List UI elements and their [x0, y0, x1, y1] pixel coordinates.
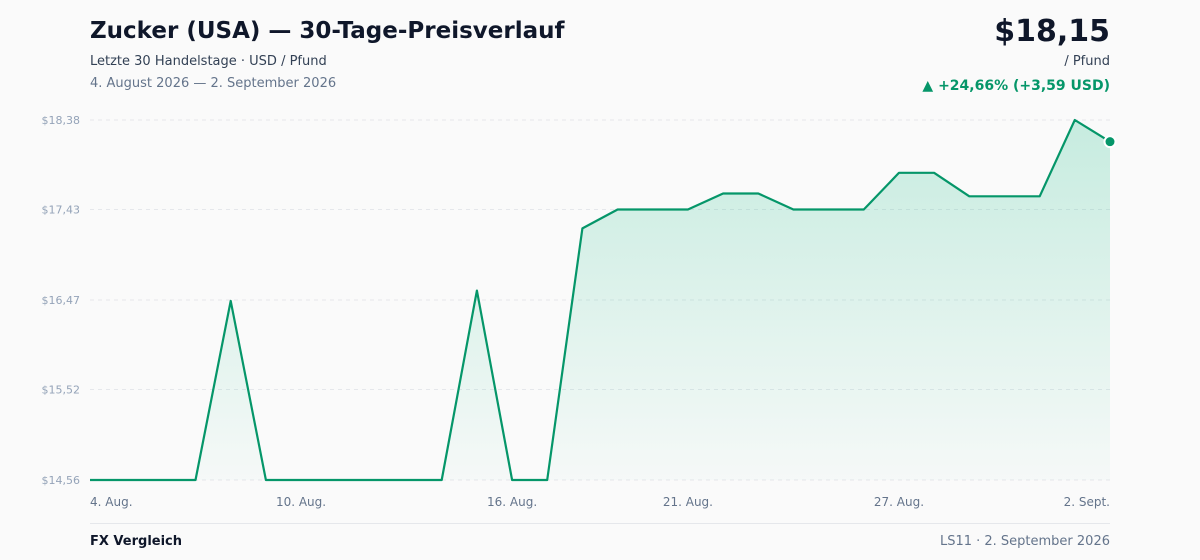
data-point [157, 477, 163, 483]
price-series [87, 117, 1117, 483]
data-point [579, 225, 585, 231]
price-change-badge: ▲ +24,66% (+3,59 USD) [922, 78, 1110, 94]
data-point [931, 170, 937, 176]
x-axis-ticks: 4. Aug. 10. Aug. 16. Aug. 21. Aug. 27. Aug. 2… [90, 495, 1110, 509]
x-tick-label: 21. Aug. [663, 495, 713, 509]
data-point [1001, 193, 1007, 199]
price-unit: / Pfund [1064, 54, 1110, 69]
data-point [650, 207, 656, 213]
data-point [720, 191, 726, 197]
footer-source: LS11 · 2. September 2026 [939, 534, 1110, 549]
x-tick-label: 10. Aug. [276, 495, 326, 509]
data-point [685, 207, 691, 213]
data-point [228, 298, 234, 304]
x-tick-label: 4. Aug. [90, 495, 133, 509]
data-point [1037, 193, 1043, 199]
date-range: 4. August 2026 — 2. September 2026 [90, 76, 337, 91]
last-price-marker [1103, 135, 1117, 149]
data-point [87, 477, 93, 483]
data-point [790, 207, 796, 213]
y-tick-label: $14,56 [42, 474, 81, 487]
x-tick-label: 16. Aug. [487, 495, 537, 509]
y-tick-label: $18,38 [42, 114, 81, 127]
data-point [263, 477, 269, 483]
y-tick-label: $17,43 [42, 204, 81, 217]
x-tick-label: 2. Sept. [1064, 495, 1110, 509]
data-point [193, 477, 199, 483]
data-point [404, 477, 410, 483]
price-line [90, 118, 1111, 482]
x-tick-label: 27. Aug. [874, 495, 924, 509]
current-price: $18,15 [994, 14, 1110, 49]
data-point [826, 207, 832, 213]
data-point [474, 288, 480, 294]
data-point [439, 477, 445, 483]
data-point [755, 191, 761, 197]
data-point [544, 477, 550, 483]
data-point [333, 477, 339, 483]
data-point [368, 477, 374, 483]
footer-divider [90, 523, 1110, 524]
footer-brand: FX Vergleich [90, 534, 183, 549]
y-axis-ticks: $18,38 $17,43 $16,47 $15,52 $14,56 [42, 114, 81, 487]
data-point [966, 193, 972, 199]
data-point [896, 170, 902, 176]
data-point [122, 477, 128, 483]
page-title: Zucker (USA) — 30-Tage-Preisverlauf [90, 18, 565, 44]
data-point [1072, 117, 1078, 123]
y-tick-label: $16,47 [42, 294, 81, 307]
data-point [861, 207, 867, 213]
data-point [298, 477, 304, 483]
data-point [615, 207, 621, 213]
chart-subtitle: Letzte 30 Handelstage · USD / Pfund [90, 54, 327, 69]
y-tick-label: $15,52 [42, 384, 81, 397]
data-point [509, 477, 515, 483]
